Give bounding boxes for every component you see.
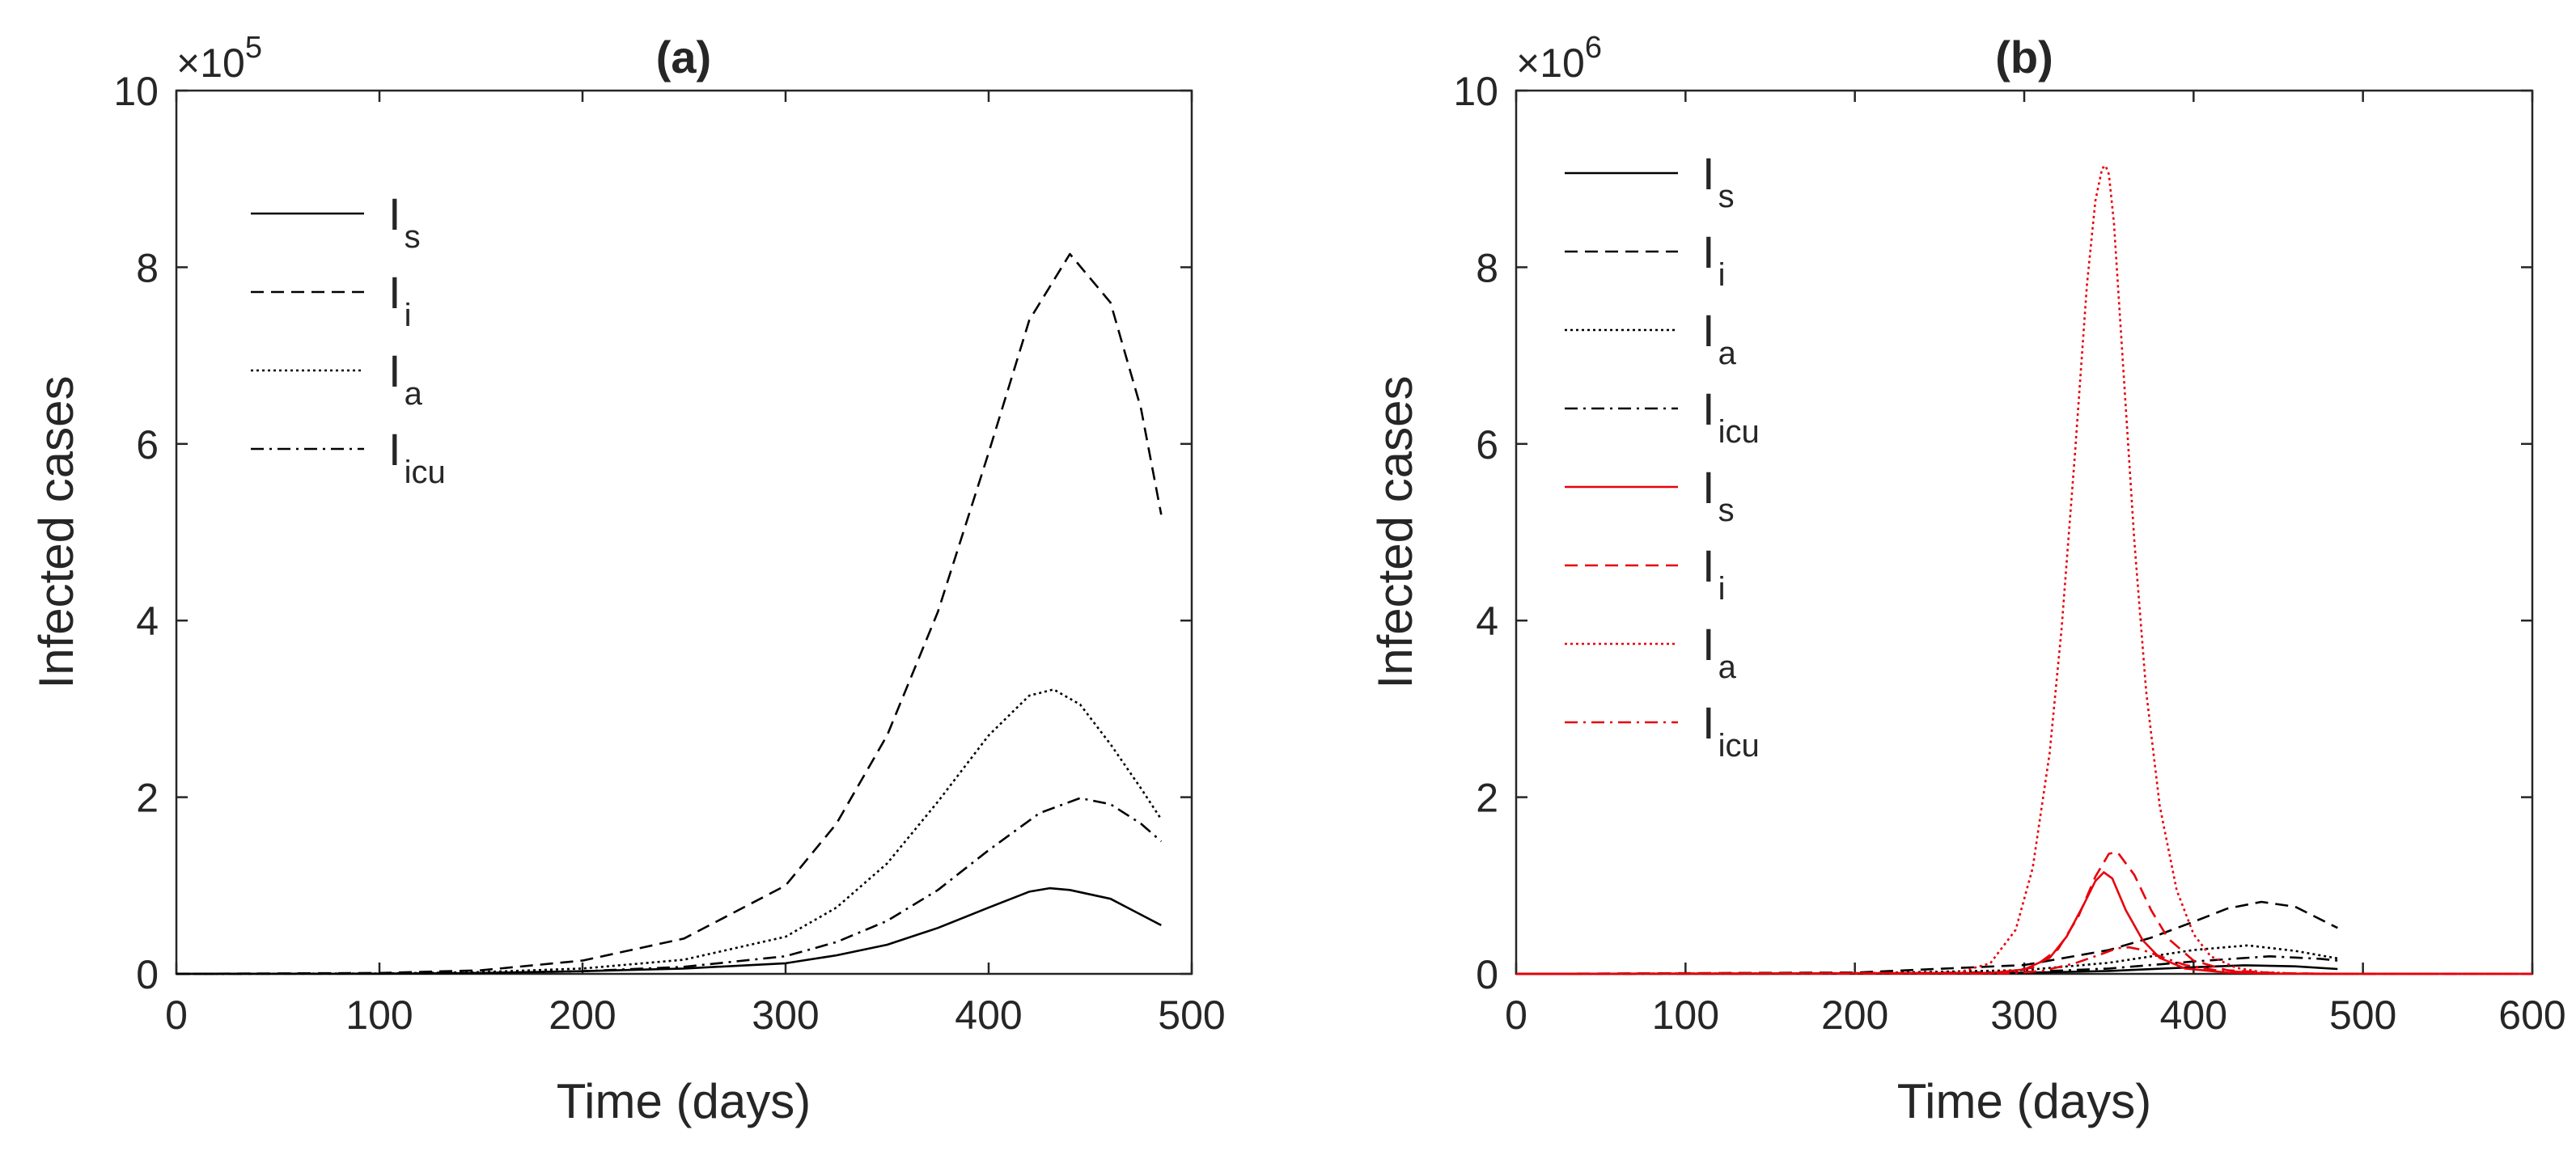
legend-label-subscript: icu <box>1718 728 1760 764</box>
y-tick-label: 8 <box>1476 245 1498 290</box>
x-axis-label-a: Time (days) <box>557 1074 811 1128</box>
legend-label-main: I <box>388 267 401 318</box>
legend-label-main: I <box>1702 148 1715 199</box>
x-tick-label: 100 <box>1652 992 1719 1038</box>
y-multiplier-exponent-a: 5 <box>245 31 262 65</box>
x-tick-label: 300 <box>752 992 819 1038</box>
x-tick-label: 200 <box>549 992 616 1038</box>
legend-label-main: I <box>1702 540 1715 591</box>
legend-label-main: I <box>1702 462 1715 513</box>
legend-label-subscript: s <box>405 219 421 255</box>
legend-label-main: I <box>388 424 401 475</box>
series-line-i <box>176 252 1163 975</box>
series-line-a-red <box>1515 164 2533 975</box>
y-tick-label: 4 <box>136 599 159 644</box>
x-tick-label: 300 <box>1990 992 2057 1038</box>
legend-label-subscript: s <box>1718 179 1735 214</box>
y-tick-label: 2 <box>1476 776 1498 821</box>
legend-label-subscript: icu <box>405 455 446 490</box>
chart-title-a: (a) <box>656 32 711 83</box>
y-tick-label: 10 <box>1453 69 1498 114</box>
x-tick-label: 400 <box>955 992 1022 1038</box>
legend-label-main: I <box>1702 697 1715 748</box>
series-line-i-red <box>1515 851 2533 975</box>
x-tick-label: 500 <box>2329 992 2396 1038</box>
legend-label-subscript: a <box>405 376 423 412</box>
legend-label-main: I <box>1702 383 1715 434</box>
legend-label-subscript: s <box>1718 493 1735 528</box>
y-tick-label: 10 <box>113 69 159 114</box>
legend-label-main: I <box>1702 226 1715 277</box>
x-tick-label: 600 <box>2498 992 2565 1038</box>
legend-label-subscript: i <box>405 298 412 333</box>
y-tick-label: 6 <box>136 422 159 468</box>
legend-label-subscript: icu <box>1718 414 1760 450</box>
x-tick-label: 200 <box>1821 992 1888 1038</box>
panel-a: 0 100 200 300 400 500 0 2 4 6 8 10 (a) ×105 Time (d… <box>29 31 1226 1128</box>
chart-title-b: (b) <box>1995 32 2053 83</box>
series-line-i <box>1515 900 2338 975</box>
y-axis-label-b: Infected cases <box>1368 376 1422 689</box>
legend-label-main: I <box>1702 619 1715 670</box>
legend-label-main: I <box>388 345 401 396</box>
x-axis-label-b: Time (days) <box>1897 1074 2151 1128</box>
y-multiplier-a: ×105 <box>176 31 262 86</box>
legend-label-subscript: a <box>1718 336 1737 371</box>
legend-label-subscript: a <box>1718 650 1737 685</box>
y-axis-label-a: Infected cases <box>29 376 83 689</box>
y-multiplier-b: ×106 <box>1516 31 1602 86</box>
ticks-a: 0 100 200 300 400 500 0 2 4 6 8 10 <box>113 69 1225 1038</box>
legend-label-main: I <box>1702 305 1715 356</box>
series-line-a <box>176 688 1163 975</box>
series-line-a <box>1515 944 2338 975</box>
series-line-s <box>176 887 1162 975</box>
x-tick-label: 100 <box>345 992 413 1038</box>
series-layer-a <box>176 252 1163 975</box>
x-tick-label: 500 <box>1158 992 1225 1038</box>
series-line-icu <box>176 797 1163 975</box>
ticks-b: 0 100 200 300 400 500 600 0 2 4 6 8 10 <box>1453 69 2565 1038</box>
y-tick-label: 4 <box>1476 599 1498 644</box>
y-tick-label: 0 <box>1476 952 1498 997</box>
y-tick-label: 0 <box>136 952 159 997</box>
legend-label-subscript: i <box>1718 257 1726 293</box>
y-tick-label: 8 <box>136 245 159 290</box>
y-tick-label: 2 <box>136 776 159 821</box>
x-tick-label: 0 <box>165 992 188 1038</box>
x-tick-label: 0 <box>1505 992 1527 1038</box>
y-multiplier-exponent-b: 6 <box>1585 31 1602 65</box>
y-multiplier-base-b: ×10 <box>1516 40 1585 86</box>
legend-label-main: I <box>388 188 401 239</box>
y-tick-label: 6 <box>1476 422 1498 468</box>
series-line-icu-red <box>1515 946 2533 975</box>
plot-area-b <box>1515 89 2534 975</box>
legend-label-subscript: i <box>1718 571 1726 607</box>
series-layer-b <box>1515 164 2533 975</box>
y-multiplier-base-a: ×10 <box>176 40 245 86</box>
plot-area-a <box>175 89 1193 975</box>
x-tick-label: 400 <box>2160 992 2227 1038</box>
